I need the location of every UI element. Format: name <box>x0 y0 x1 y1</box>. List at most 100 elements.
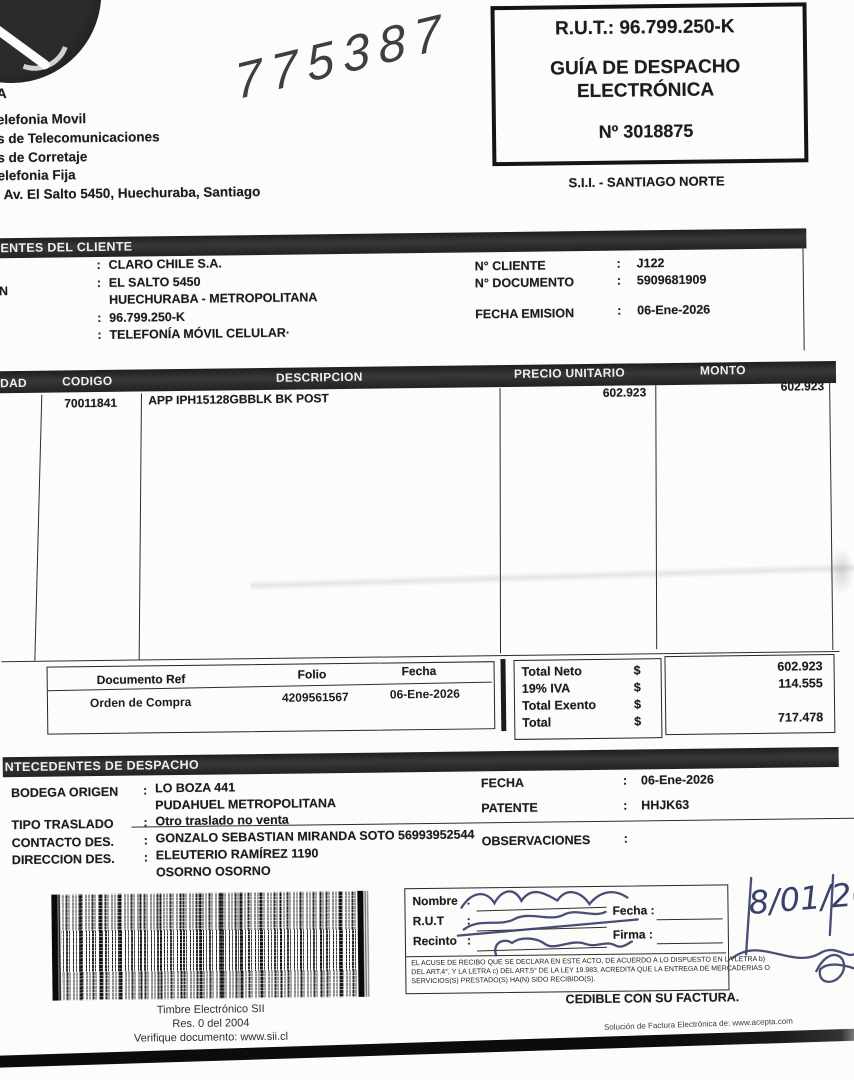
exento-currency: $ <box>633 697 642 712</box>
items-header-descripcion: DESCRIPCION <box>275 369 363 385</box>
client-razon-colon: : <box>96 257 101 273</box>
observaciones-colon: : <box>623 831 628 846</box>
handwritten-number: 775387 <box>232 1 453 111</box>
rut-scrawl <box>462 910 607 931</box>
bodega-origen-line2: PUDAHUEL METROPOLITANA <box>155 796 337 813</box>
dispatch-section-title: NTECEDENTES DE DESPACHO <box>4 757 200 775</box>
client-rut: 96.799.250-K <box>109 309 186 325</box>
items-right-border <box>829 382 834 651</box>
client-direccion-colon: : <box>96 275 102 291</box>
client-giro-colon: : <box>97 327 102 343</box>
dispatch-fecha-colon: : <box>622 773 628 788</box>
tipo-traslado-label: TIPO TRASLADO <box>11 816 114 833</box>
handwriting-overlay: 8/01/26 <box>456 873 854 983</box>
n-documento-colon: : <box>616 273 622 288</box>
ref-header-folio: Folio <box>297 667 327 682</box>
seller-line-2: s de Telecomunicaciones <box>0 129 160 147</box>
items-header-cantidad: DAD <box>0 375 28 391</box>
observaciones-label: OBSERVACIONES <box>481 833 591 849</box>
rut-scrawl-underline <box>456 918 639 937</box>
client-razon-social: CLARO CHILE S.A. <box>108 256 222 272</box>
fecha-handwritten: 8/01/26 <box>747 874 854 922</box>
client-rut-colon: : <box>97 310 102 326</box>
name-scrawl <box>460 890 629 909</box>
stamp-caption-1: Timbre Electrónico SII <box>156 1003 265 1017</box>
stamp-caption-2: Res. 0 del 2004 <box>172 1017 250 1031</box>
n-documento-label: N° DOCUMENTO <box>474 275 575 291</box>
items-col-line-1 <box>34 394 43 661</box>
barcode-stop-bar <box>357 890 371 997</box>
fecha-emision-value: 06-Ene-2026 <box>637 302 711 318</box>
item-codigo: 70011841 <box>64 395 118 411</box>
item-monto: 602.923 <box>780 379 825 394</box>
fold-crease <box>250 557 854 596</box>
fecha-emision-label: FECHA EMISION <box>475 306 575 322</box>
doc-type-line1: GUÍA DE DESPACHO <box>550 56 741 80</box>
seller-line-1: elefonia Movil <box>0 111 87 128</box>
client-comuna: HUECHURABA - METROPOLITANA <box>108 290 318 307</box>
total-label: Total <box>522 715 552 730</box>
client-section-header: ENTES DEL CLIENTE <box>0 228 807 259</box>
bodega-origen-label: BODEGA ORIGEN <box>10 784 119 801</box>
seller-address: Av. El Salto 5450, Huechuraba, Santiago <box>3 184 261 203</box>
contacto-des-colon: : <box>143 833 148 848</box>
client-label-fragment: N <box>0 284 9 299</box>
item-descripcion: APP IPH15128GBBLK BK POST <box>148 391 329 408</box>
seller-line-3: s de Corretaje <box>0 149 88 166</box>
items-col-line-3 <box>499 388 502 654</box>
dispatch-fecha-value: 06-Ene-2026 <box>640 772 715 788</box>
ref-header-fecha: Fecha <box>401 663 437 679</box>
fecha-emision-colon: : <box>617 303 622 318</box>
footer-provider: Solución de Factura Electrónica de: www.… <box>603 1016 794 1032</box>
total-neto-label: Total Neto <box>521 664 582 679</box>
recinto-scrawl <box>494 937 634 957</box>
direccion-des-line2: OSORNO OSORNO <box>155 863 271 880</box>
ref-row-fecha: 06-Ene-2026 <box>389 686 461 702</box>
rut-value: R.U.T.: 96.799.250-K <box>554 16 735 40</box>
ref-row-doc: Orden de Compra <box>89 694 192 711</box>
n-documento-value: 5909681909 <box>636 272 707 288</box>
fold-shadow-bar <box>500 659 507 732</box>
ref-header-doc: Documento Ref <box>96 671 186 688</box>
signature-scrawl <box>730 948 854 960</box>
sii-office: S.I.I. - SANTIAGO NORTE <box>568 173 725 191</box>
items-header-monto: MONTO <box>699 363 746 378</box>
items-header-codigo: CODIGO <box>61 373 113 389</box>
total-currency: $ <box>634 714 642 729</box>
doc-type-line2: ELECTRÓNICA <box>576 79 715 103</box>
contacto-des-label: CONTACTO DES. <box>11 834 115 851</box>
client-giro: TELEFONÍA MÓVIL CELULAR· <box>109 325 291 342</box>
contacto-des-value: GONZALO SEBASTIAN MIRANDA SOTO 569939525… <box>155 827 475 846</box>
total-neto-value: 602.923 <box>777 659 823 674</box>
iva-label: 19% IVA <box>521 681 571 696</box>
iva-value: 114.555 <box>778 676 823 691</box>
patente-colon: : <box>623 798 628 813</box>
date-downstroke-1 <box>744 876 753 956</box>
patente-label: PATENTE <box>481 800 538 816</box>
stamp-caption-3: Verifique documento: www.sii.cl <box>133 1030 289 1045</box>
logo-text-fragment: A <box>0 85 7 102</box>
items-header-precio: PRECIO UNITARIO <box>513 365 626 381</box>
direccion-des-line1: ELEUTERIO RAMÍREZ 1190 <box>155 846 319 863</box>
doc-number: Nº 3018875 <box>598 120 694 142</box>
dispatch-fecha-label: FECHA <box>480 775 525 791</box>
n-cliente-colon: : <box>616 256 621 271</box>
direccion-des-colon: : <box>143 850 149 865</box>
items-col-line-2 <box>138 393 143 660</box>
item-precio-unitario: 602.923 <box>602 385 647 400</box>
date-downstroke-2 <box>828 873 835 937</box>
patente-value: HHJK63 <box>641 797 690 813</box>
ref-row-folio: 4209561567 <box>281 689 349 705</box>
client-section-title: ENTES DEL CLIENTE <box>0 239 133 256</box>
cedible-text: CEDIBLE CON SU FACTURA. <box>565 990 740 1007</box>
barcode-start-bar <box>51 894 63 1001</box>
signature-loop <box>815 953 854 983</box>
seller-line-4: elefonia Fija <box>0 167 76 184</box>
total-neto-currency: $ <box>633 663 641 678</box>
iva-currency: $ <box>633 680 641 695</box>
n-cliente-value: J122 <box>636 256 665 271</box>
bodega-origen-colon: : <box>142 783 148 798</box>
exento-label: Total Exento <box>521 697 597 713</box>
n-cliente-label: N° CLIENTE <box>474 258 546 274</box>
